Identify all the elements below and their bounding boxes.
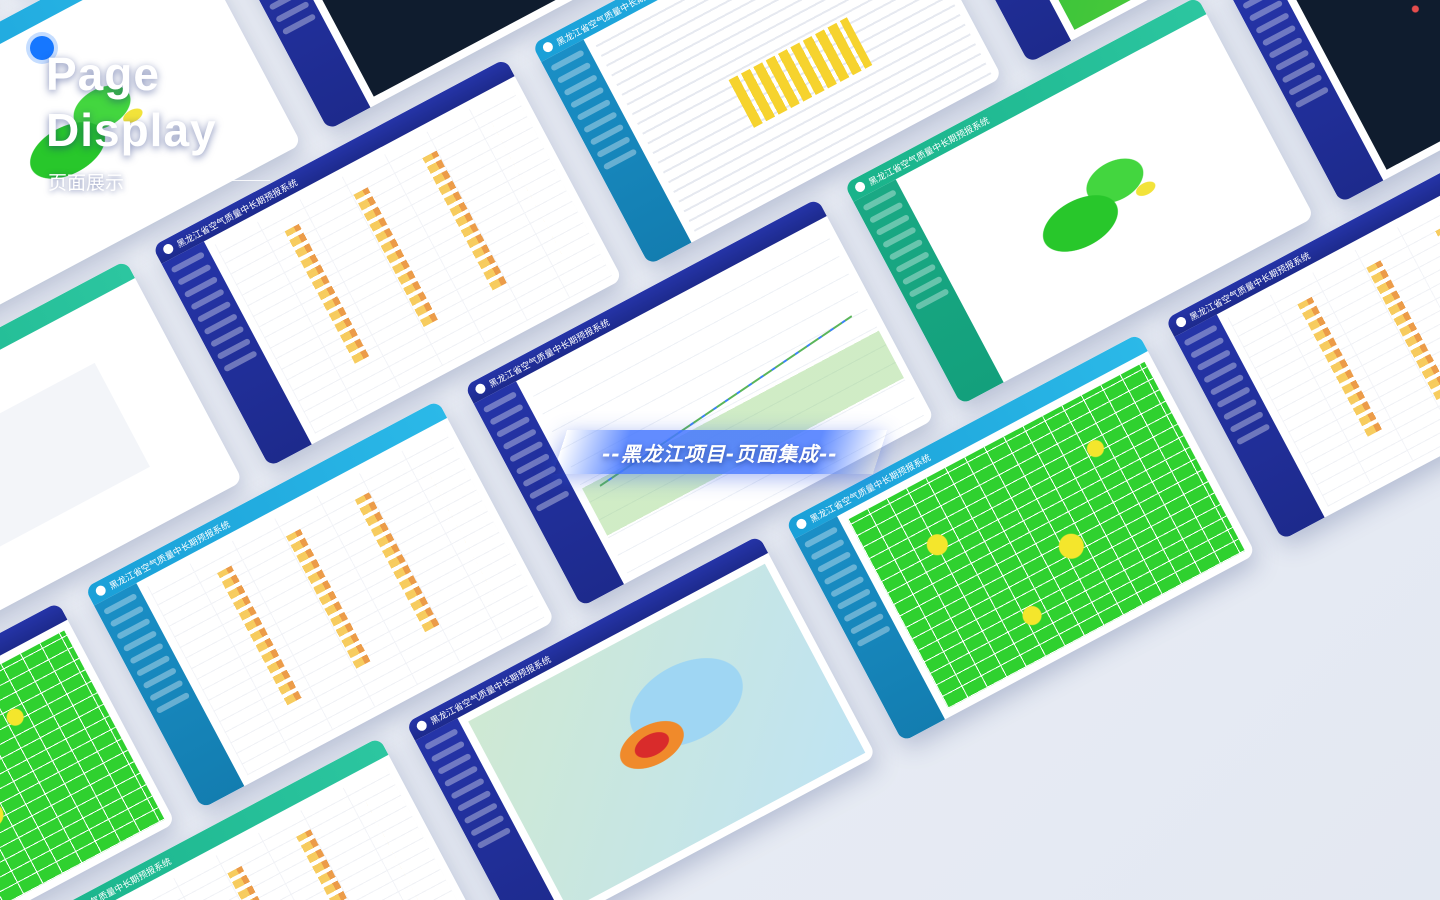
- subtitle-divider: [150, 180, 270, 181]
- app-logo-icon: [414, 719, 429, 733]
- page-title-line-2: Display: [46, 104, 217, 156]
- app-logo-icon: [161, 242, 176, 256]
- app-logo-icon: [473, 382, 488, 396]
- app-logo-icon: [794, 517, 809, 531]
- app-logo-icon: [541, 40, 555, 54]
- app-logo-icon: [1174, 315, 1188, 329]
- brand-dot-icon: [30, 36, 54, 60]
- page-subtitle: 页面展示: [48, 172, 125, 194]
- page-title-line-1: Page: [46, 48, 160, 100]
- center-banner-text: --黑龙江项目-页面集成--: [602, 441, 838, 466]
- app-logo-icon: [853, 180, 867, 194]
- app-logo-icon: [93, 583, 108, 598]
